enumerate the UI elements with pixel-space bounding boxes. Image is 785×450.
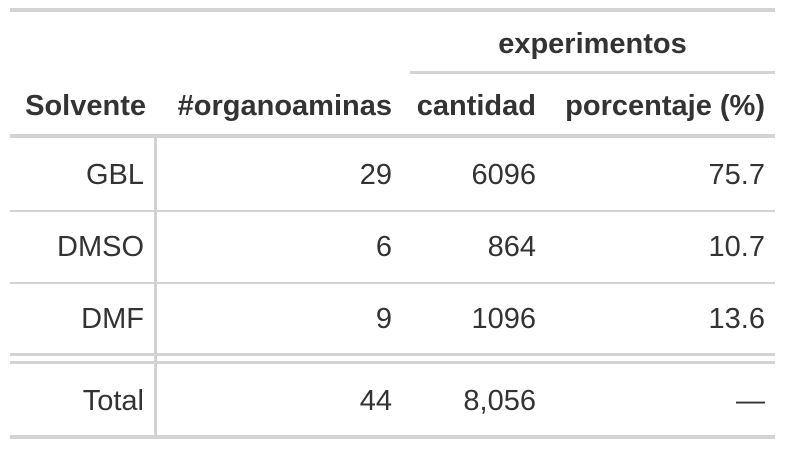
column-header-solvente: Solvente <box>25 90 146 122</box>
row-solvente: GBL <box>85 159 144 191</box>
row-divider <box>10 282 775 284</box>
row-organoaminas: 9 <box>375 303 392 335</box>
spanner-experimentos: experimentos <box>498 28 687 60</box>
column-header-organoaminas: #organoaminas <box>177 90 392 122</box>
row-cantidad: 864 <box>487 231 536 263</box>
total-label: Total <box>82 385 144 417</box>
total-cantidad: 8,056 <box>463 385 536 417</box>
column-header-porcentaje: porcentaje (%) <box>565 90 765 122</box>
bottom-border <box>10 435 775 439</box>
row-porcentaje: 13.6 <box>708 303 765 335</box>
stub-divider <box>154 138 157 438</box>
top-border <box>10 8 775 12</box>
row-cantidad: 1096 <box>471 303 536 335</box>
row-solvente: DMF <box>81 303 144 335</box>
row-porcentaje: 10.7 <box>708 231 765 263</box>
row-cantidad: 6096 <box>471 159 536 191</box>
summary-divider-top <box>10 353 775 356</box>
total-organoaminas: 44 <box>359 385 392 417</box>
column-header-cantidad: cantidad <box>416 90 536 122</box>
row-organoaminas: 29 <box>359 159 392 191</box>
spanner-underline <box>410 71 775 74</box>
row-porcentaje: 75.7 <box>708 159 765 191</box>
row-solvente: DMSO <box>57 231 144 263</box>
header-border <box>10 134 775 138</box>
row-organoaminas: 6 <box>375 231 392 263</box>
total-porcentaje: — <box>736 385 765 417</box>
row-divider <box>10 210 775 212</box>
summary-divider-bottom <box>10 361 775 364</box>
